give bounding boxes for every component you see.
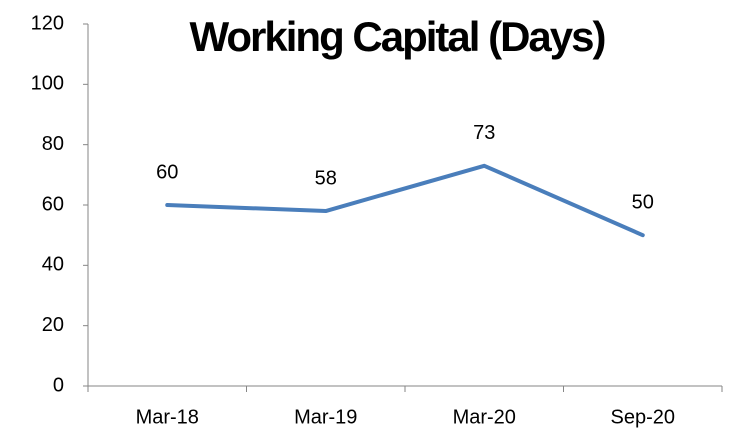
data-label: 50 bbox=[632, 191, 654, 213]
data-label: 73 bbox=[473, 122, 495, 144]
y-tick-label: 20 bbox=[42, 314, 64, 336]
y-tick-label: 60 bbox=[42, 193, 64, 215]
x-tick-label: Mar-20 bbox=[453, 406, 516, 428]
chart-title: Working Capital (Days) bbox=[190, 13, 605, 60]
y-tick-label: 100 bbox=[31, 73, 64, 95]
x-tick-label: Sep-20 bbox=[611, 406, 676, 428]
y-tick-label: 0 bbox=[53, 374, 64, 396]
data-label: 58 bbox=[315, 167, 337, 189]
y-tick-label: 40 bbox=[42, 254, 64, 276]
x-tick-label: Mar-19 bbox=[294, 406, 357, 428]
data-label: 60 bbox=[156, 161, 178, 183]
x-tick-label: Mar-18 bbox=[136, 406, 199, 428]
y-tick-label: 120 bbox=[31, 12, 64, 34]
line bbox=[165, 163, 645, 238]
y-tick-label: 80 bbox=[42, 133, 64, 155]
